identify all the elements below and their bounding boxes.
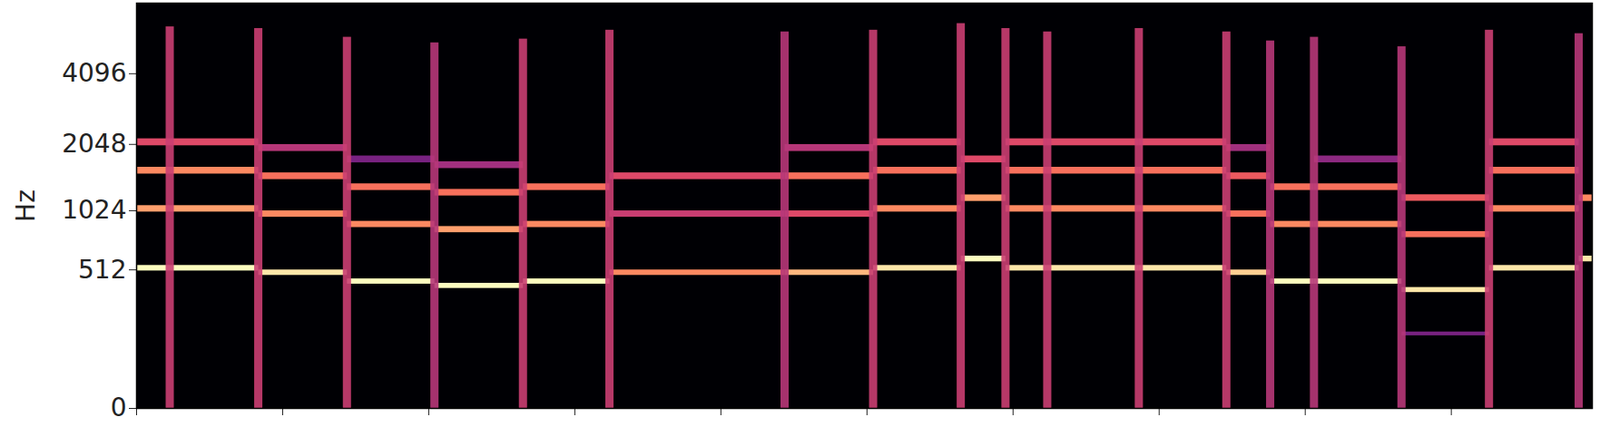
svg-text:Hz: Hz [10,189,41,223]
svg-text:1024: 1024 [61,195,127,226]
svg-text:2048: 2048 [61,128,127,159]
svg-text:0: 0 [110,392,128,423]
svg-text:512: 512 [78,255,127,285]
svg-text:4096: 4096 [61,58,127,89]
